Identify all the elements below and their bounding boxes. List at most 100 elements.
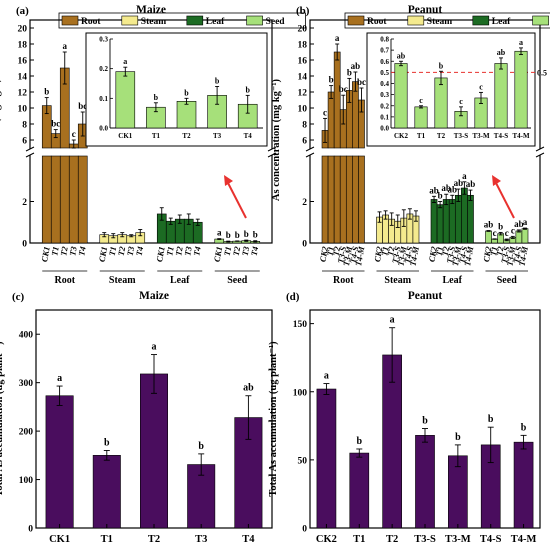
- y-axis-label: As concentration (mg kg⁻¹): [271, 78, 282, 201]
- inset-y-tick-label: 0.7: [380, 47, 389, 55]
- inset-bar: [394, 63, 408, 129]
- treatment-label: T3-M: [504, 245, 517, 267]
- legend-label: Root: [367, 17, 387, 27]
- significance-label: b: [329, 75, 334, 85]
- y-tick-label: 12: [298, 89, 308, 99]
- bar-leaf: [454, 194, 462, 244]
- y-tick-label: 50: [298, 456, 308, 466]
- x-tick-label: T2: [148, 534, 160, 545]
- inset-significance-label: c: [419, 96, 423, 105]
- significance-label: ab: [351, 61, 361, 71]
- bar-leaf: [448, 199, 456, 244]
- y-tick-label: 6: [22, 137, 27, 147]
- y-tick-label: 8: [302, 121, 307, 131]
- treatment-label: T3: [125, 245, 137, 257]
- treatment-label: T1: [434, 246, 445, 257]
- significance-label: ab: [454, 178, 464, 188]
- bar-seed: [485, 230, 492, 244]
- group-label: Root: [333, 275, 354, 286]
- treatment-label: CK2: [481, 245, 494, 263]
- inset-significance-label: b: [215, 76, 220, 85]
- bar-root: [327, 91, 335, 149]
- inset-significance-label: b: [439, 61, 444, 70]
- inset-category-label: T3-S: [454, 132, 469, 140]
- inset-y-tick-label: 0.4: [380, 80, 389, 88]
- treatment-label: T4: [191, 246, 202, 257]
- bar-leaf: [430, 199, 438, 244]
- y-tick-label: 14: [18, 73, 28, 83]
- bar-root: [50, 155, 61, 244]
- arrow-head: [492, 175, 501, 186]
- treatment-label: T2: [440, 245, 452, 257]
- y-tick-label: 20: [298, 25, 308, 35]
- significance-label: b: [347, 67, 352, 77]
- inset-frame: [85, 32, 268, 147]
- treatment-label: T2: [116, 245, 128, 257]
- significance-label: b: [357, 436, 363, 447]
- axis-break-mark: [267, 146, 277, 152]
- bar-total: [415, 435, 435, 529]
- inset-category-label: T4: [244, 132, 253, 140]
- treatment-label: CK1: [39, 246, 52, 263]
- treatment-label: T2: [385, 245, 397, 257]
- significance-label: ab: [514, 219, 524, 229]
- inset-y-tick-label: 0.1: [99, 95, 108, 103]
- bar-total: [349, 452, 370, 529]
- legend-label: Steam: [141, 17, 166, 27]
- bar-leaf: [442, 199, 450, 244]
- significance-label: bc: [78, 101, 87, 111]
- panel-letter: (a): [16, 5, 29, 17]
- significance-label: a: [63, 41, 68, 51]
- significance-label: b: [244, 229, 249, 239]
- y-tick-label: 0: [302, 525, 307, 535]
- bar-total: [140, 373, 168, 529]
- significance-label: c: [493, 228, 497, 238]
- legend-swatch: [61, 15, 79, 26]
- significance-label: a: [324, 371, 329, 382]
- significance-label: b: [226, 230, 231, 240]
- treatment-label: T3: [67, 245, 79, 257]
- significance-label: a: [462, 171, 467, 181]
- treatment-label: CK2: [426, 245, 439, 263]
- inset-category-label: T2: [182, 132, 191, 140]
- y-tick-label: 2: [302, 198, 307, 208]
- bar-root: [333, 155, 341, 244]
- axis-break: [306, 149, 544, 155]
- chart-title: Maize: [139, 290, 169, 302]
- group-label: Steam: [384, 275, 411, 286]
- inset-category-label: T3-M: [472, 132, 490, 140]
- threshold-label: 0.5: [537, 68, 547, 77]
- y-tick-label: 16: [298, 57, 308, 67]
- significance-label: c: [323, 107, 327, 117]
- arrow-shaft: [494, 180, 515, 219]
- treatment-label: T1: [379, 246, 390, 257]
- y-axis-label: Total As accumulation (ug plant⁻¹): [0, 341, 5, 497]
- inset-y-tick-label: 0.6: [380, 58, 389, 66]
- treatment-label: T2: [58, 245, 70, 257]
- treatment-label: T1: [222, 246, 233, 257]
- inset-bar: [414, 106, 428, 129]
- inset-bar: [494, 63, 508, 129]
- bar-root: [333, 51, 341, 149]
- treatment-label: T3-S: [335, 245, 348, 264]
- significance-label: ab: [243, 383, 254, 394]
- treatment-label: CK1: [97, 246, 110, 263]
- significance-label: bc: [357, 77, 366, 87]
- bar-total: [316, 388, 337, 529]
- inset-bar: [176, 101, 197, 129]
- treatment-label: T3: [240, 245, 252, 257]
- y-tick-label: 200: [19, 428, 34, 438]
- significance-label: b: [235, 230, 240, 240]
- significance-label: a: [523, 217, 528, 227]
- significance-label: b: [253, 230, 258, 240]
- significance-label: c: [511, 225, 515, 235]
- bar-root: [59, 155, 70, 244]
- significance-label: ab: [429, 185, 439, 195]
- treatment-label: T4-S: [402, 245, 415, 264]
- legend-swatch: [532, 15, 549, 26]
- inset-significance-label: b: [154, 93, 159, 102]
- group-label: Root: [54, 275, 75, 286]
- treatment-label: T4-S: [457, 245, 470, 264]
- legend-label: Seed: [266, 17, 286, 27]
- panel-letter: (c): [12, 291, 25, 303]
